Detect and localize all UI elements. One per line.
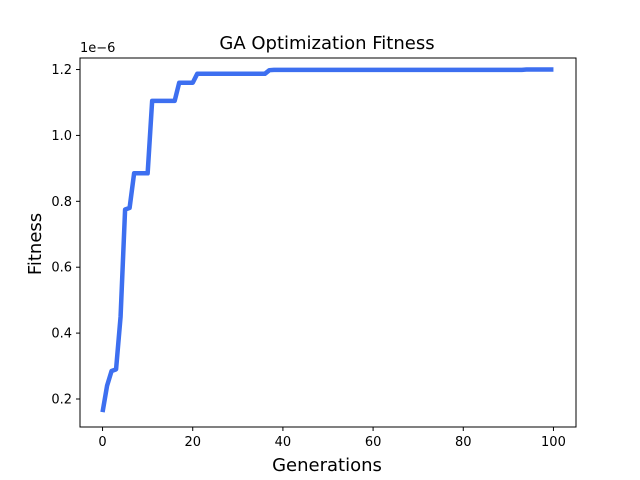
y-tick-label: 0.2 xyxy=(51,392,72,407)
x-tick-label: 100 xyxy=(541,435,566,450)
y-axis: 0.2 0.4 0.6 0.8 1.0 1.2 xyxy=(51,63,80,407)
x-axis: 0 20 40 60 80 100 xyxy=(98,427,566,450)
x-tick-label: 20 xyxy=(184,435,201,450)
y-tick-label: 1.0 xyxy=(51,129,72,144)
y-tick-label: 0.8 xyxy=(51,195,72,210)
y-axis-offset-label: 1e−6 xyxy=(80,41,115,56)
y-tick-label: 0.6 xyxy=(51,261,72,276)
plot-frame xyxy=(79,57,577,428)
chart-title: GA Optimization Fitness xyxy=(219,33,434,54)
x-axis-label: Generations xyxy=(272,455,382,476)
y-tick-label: 0.4 xyxy=(51,327,72,342)
x-tick-label: 80 xyxy=(455,435,472,450)
series-line-0 xyxy=(100,67,554,413)
x-tick-label: 0 xyxy=(98,435,106,450)
y-axis-label: Fitness xyxy=(25,213,46,275)
x-tick-label: 40 xyxy=(275,435,292,450)
x-tick-label: 60 xyxy=(365,435,382,450)
plot-area xyxy=(79,57,577,428)
y-tick-label: 1.2 xyxy=(51,63,72,78)
